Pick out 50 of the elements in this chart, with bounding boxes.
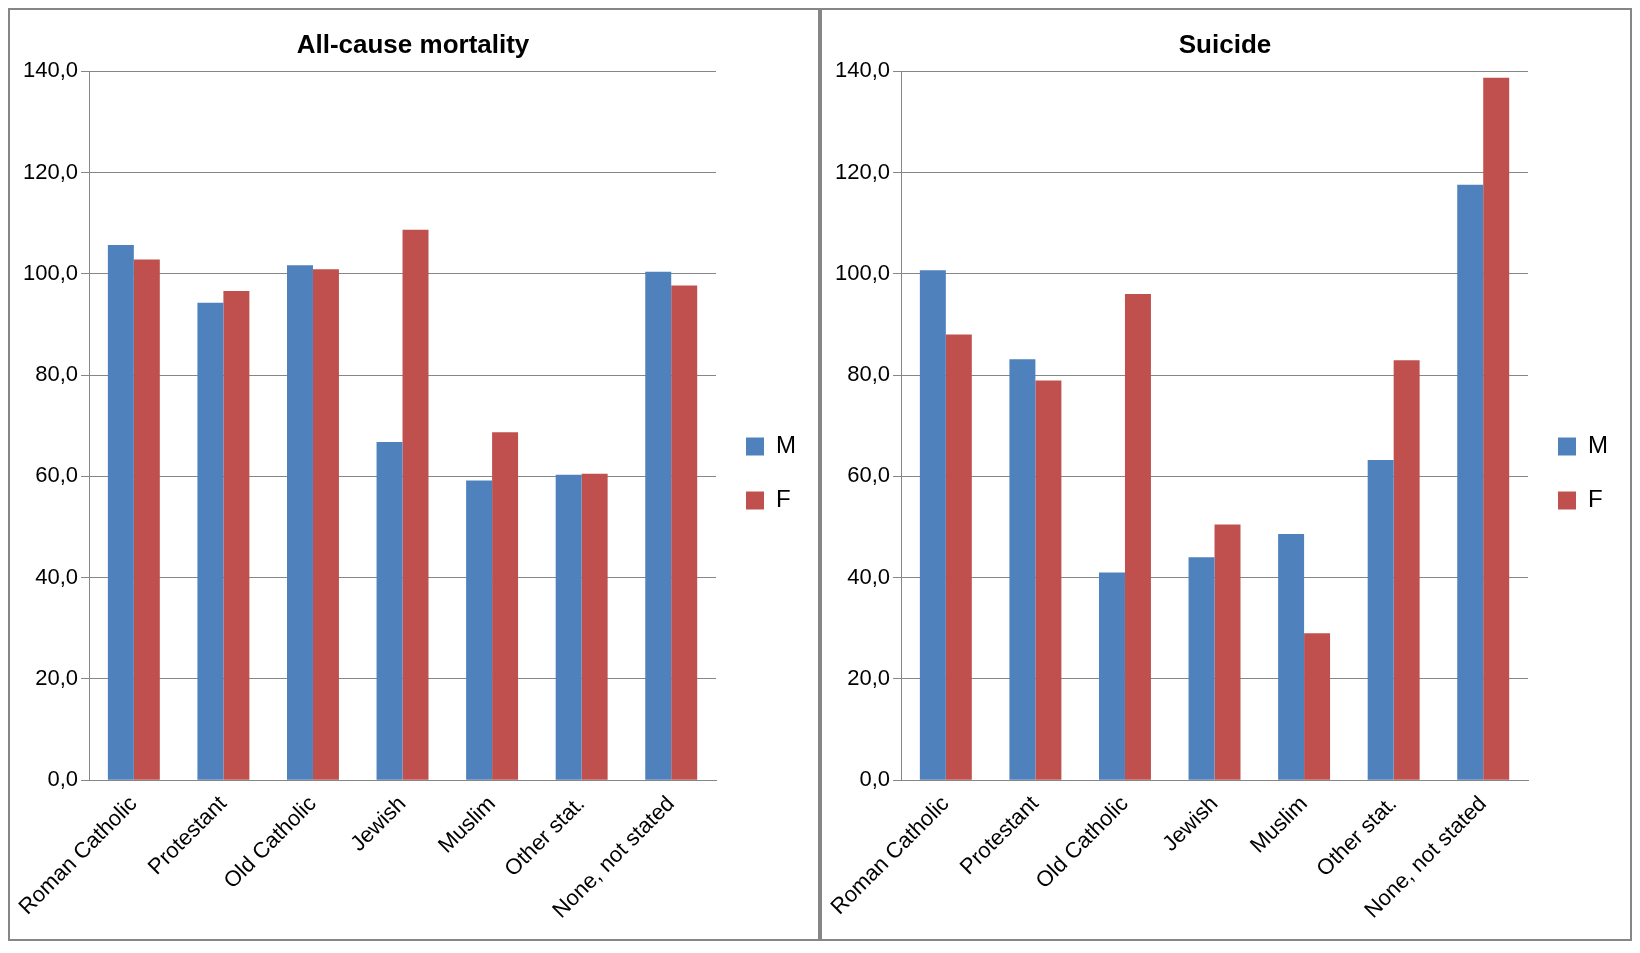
y-tick-label: 80,0 — [35, 361, 79, 387]
bar — [555, 474, 582, 780]
bar — [492, 432, 519, 780]
bar — [645, 271, 672, 780]
y-tick-label: 20,0 — [847, 664, 891, 690]
chart-title: Suicide — [1178, 28, 1272, 59]
legend-label: M — [776, 431, 797, 459]
bar — [1457, 184, 1484, 780]
bar — [1214, 524, 1241, 780]
bar — [223, 290, 250, 780]
bar — [1098, 572, 1125, 780]
bar — [1124, 294, 1151, 780]
bar — [945, 334, 972, 780]
y-tick-label: 60,0 — [847, 462, 891, 488]
y-tick-label: 60,0 — [35, 462, 79, 488]
bar — [919, 270, 946, 780]
bar — [197, 302, 224, 780]
legend-label: F — [776, 485, 791, 513]
y-tick-label: 100,0 — [22, 259, 79, 285]
y-tick-label: 120,0 — [834, 158, 891, 184]
legend-label: M — [1588, 431, 1609, 459]
bar — [1035, 380, 1062, 780]
y-tick-label: 140,0 — [834, 57, 891, 83]
y-tick-label: 100,0 — [834, 259, 891, 285]
bar — [1367, 460, 1394, 780]
bar — [1278, 534, 1305, 780]
y-tick-label: 40,0 — [847, 563, 891, 589]
bar — [107, 244, 134, 780]
y-tick-label: 80,0 — [847, 361, 891, 387]
y-tick-label: 0,0 — [47, 766, 79, 792]
y-tick-label: 0,0 — [859, 766, 891, 792]
bar — [1483, 77, 1510, 780]
bar — [671, 285, 698, 780]
bar — [286, 265, 313, 780]
y-tick-label: 40,0 — [35, 563, 79, 589]
bar — [312, 269, 339, 780]
bar — [376, 441, 403, 780]
bar — [133, 259, 160, 780]
bar — [466, 480, 493, 780]
legend-label: F — [1588, 485, 1603, 513]
bar — [581, 473, 608, 780]
bar — [402, 229, 429, 780]
y-tick-label: 140,0 — [22, 57, 79, 83]
bar — [1009, 359, 1036, 780]
bar — [1304, 633, 1331, 780]
bar — [1393, 360, 1420, 780]
chart-title: All-cause mortality — [296, 28, 530, 59]
bar — [1188, 557, 1215, 780]
y-tick-label: 120,0 — [22, 158, 79, 184]
y-tick-label: 20,0 — [35, 664, 79, 690]
